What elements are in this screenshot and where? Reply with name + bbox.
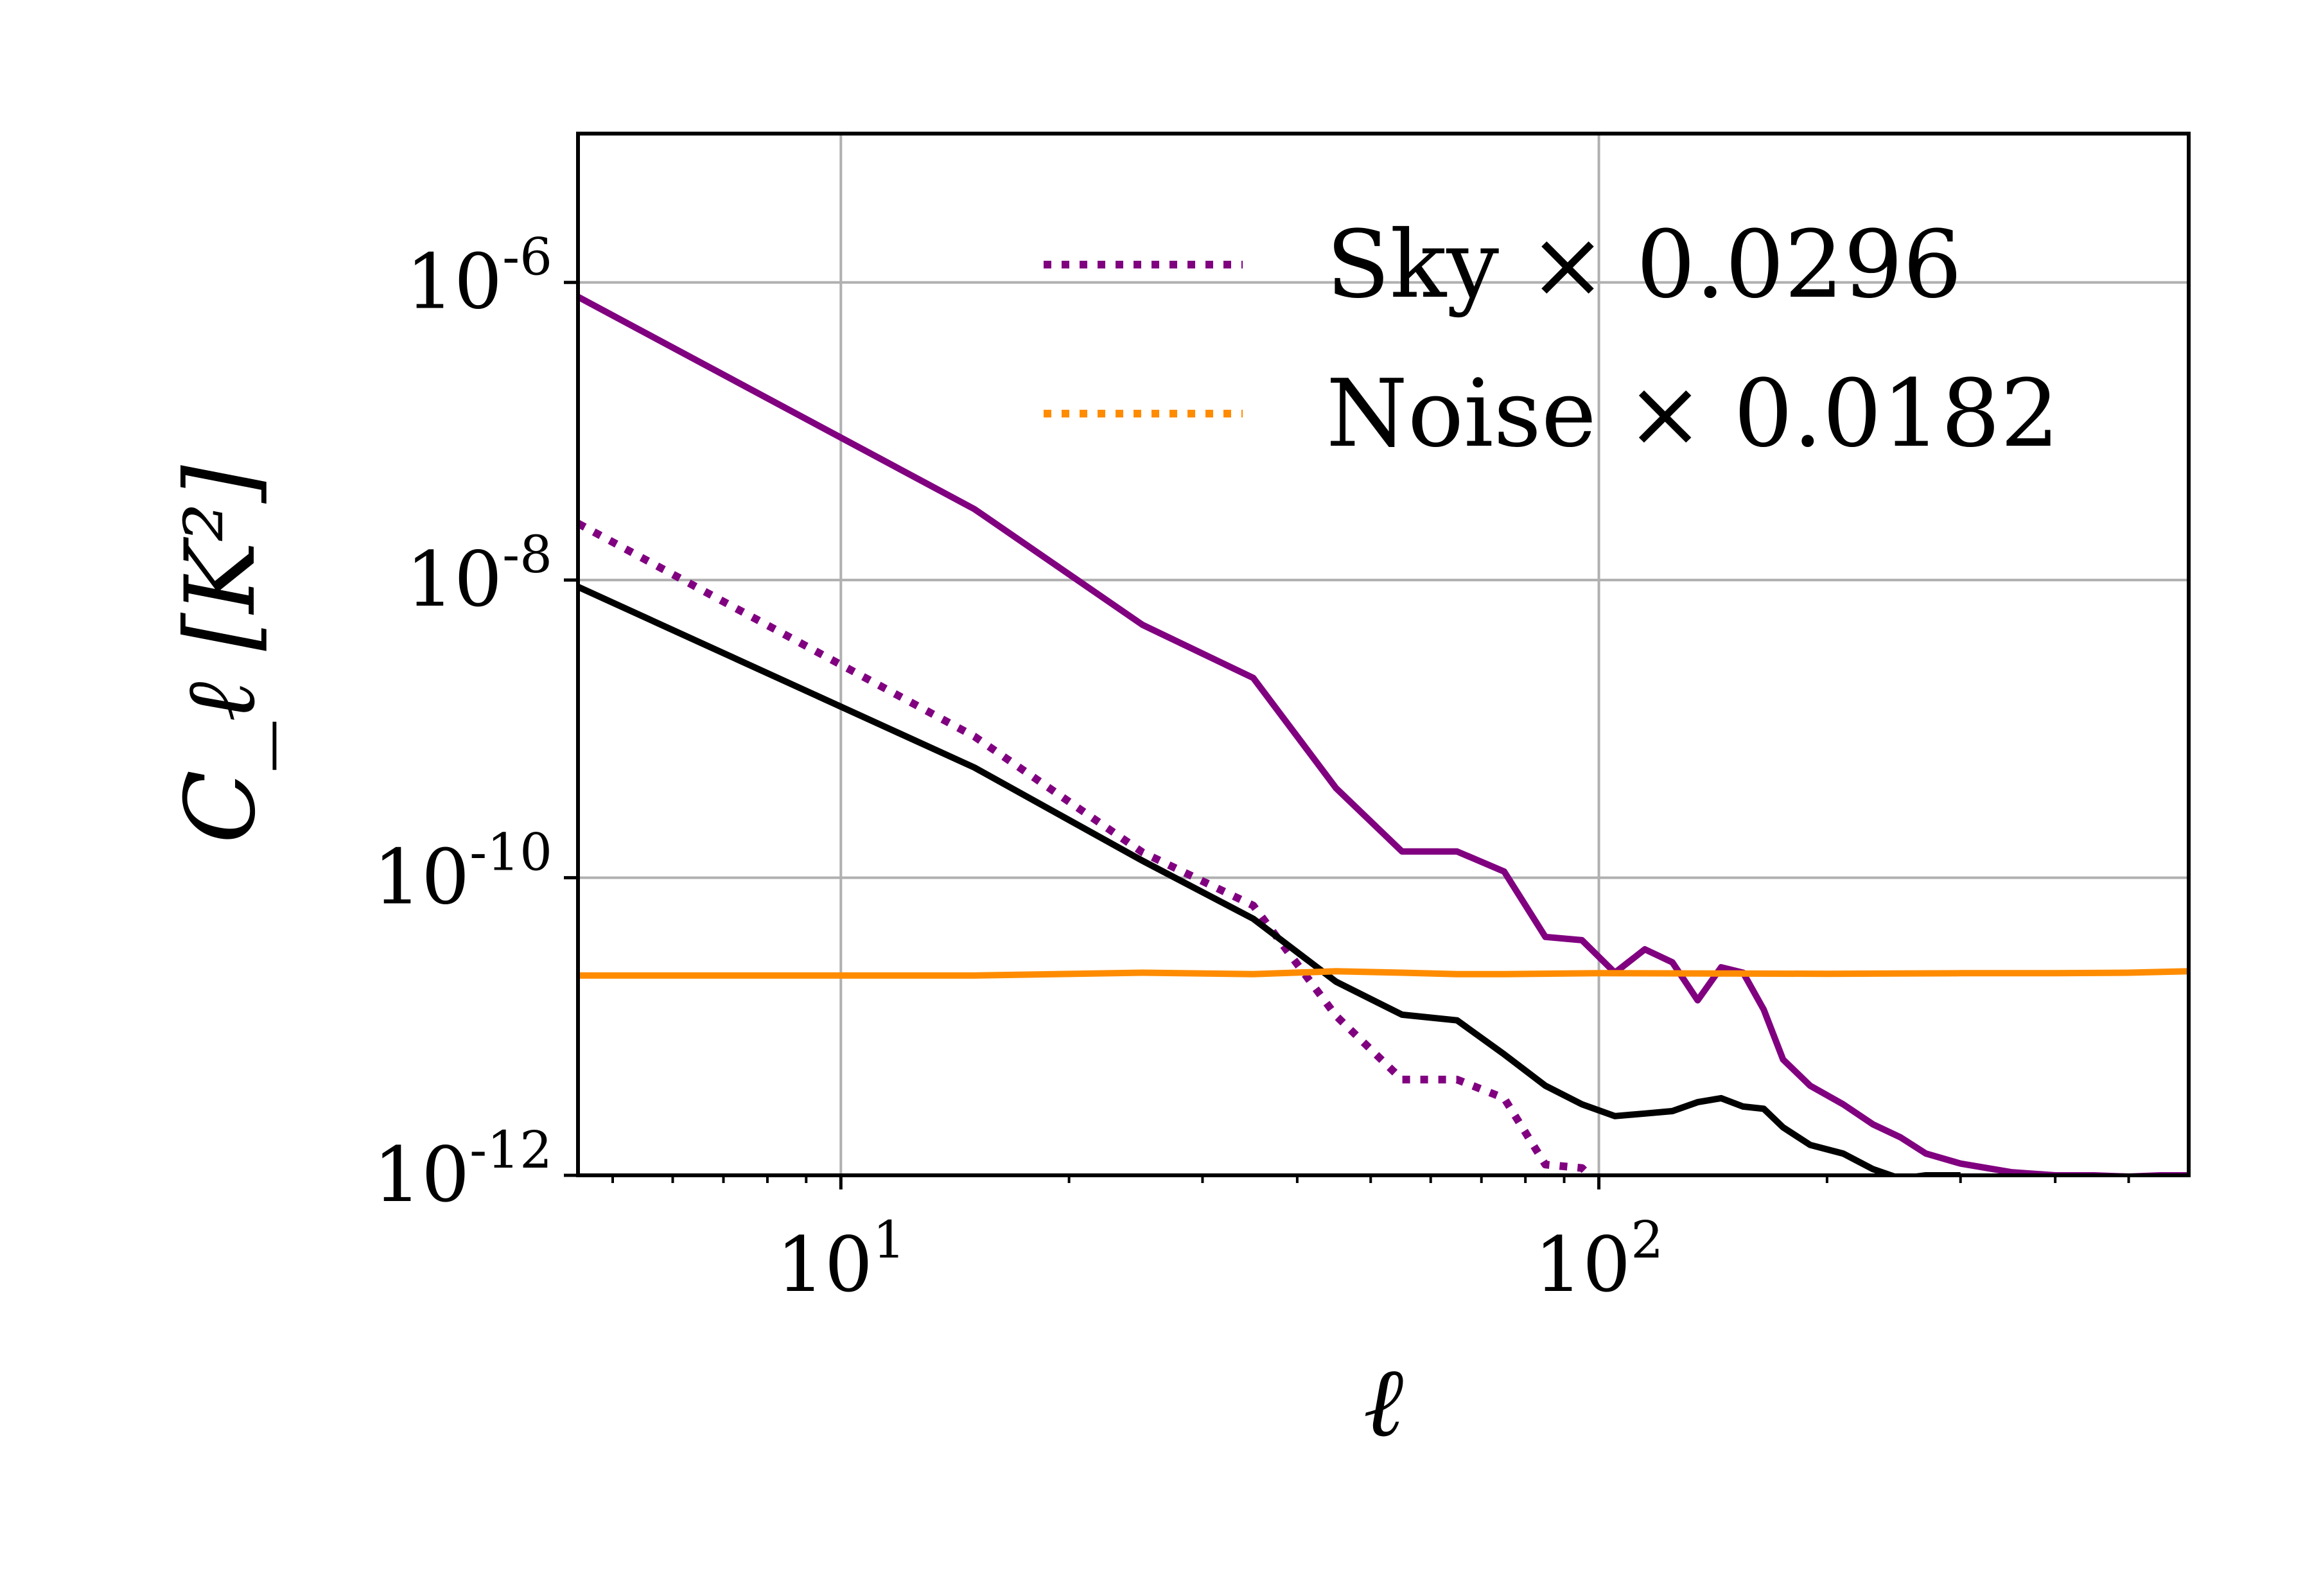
series-line-1	[578, 520, 1651, 1175]
y-tick-label: 10-12	[373, 1120, 552, 1219]
series-line-0	[578, 294, 2189, 1175]
x-tick-label: 101	[776, 1210, 906, 1309]
tick-labels: 101 102 10-6 10-8 10-10 10-12	[373, 227, 1663, 1309]
x-tick-label: 102	[1534, 1210, 1663, 1309]
series-layer	[578, 294, 2189, 1175]
y-axis-label: C_ℓ [K²]	[165, 465, 277, 844]
legend-label: Noise × 0.0182	[1326, 360, 2060, 468]
legend-label: Sky × 0.0296	[1326, 211, 1962, 319]
legend: Sky × 0.0296 Noise × 0.0182	[1044, 211, 2060, 468]
plot-frame	[576, 132, 2191, 1177]
x-axis-label: ℓ	[1363, 1347, 1403, 1459]
y-tick-label: 10-10	[373, 823, 552, 922]
axis-ticks	[564, 281, 2130, 1189]
series-line-4	[578, 968, 2189, 979]
y-tick-label: 10-6	[406, 227, 552, 326]
y-tick-label: 10-8	[406, 525, 552, 624]
